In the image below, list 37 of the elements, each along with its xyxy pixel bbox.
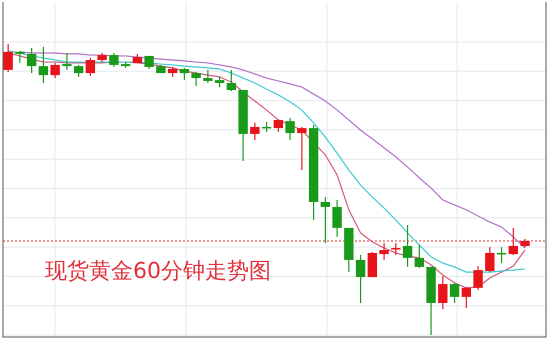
- candlestick: [38, 46, 48, 84]
- candlestick: [379, 242, 389, 261]
- candlestick: [86, 57, 96, 77]
- text: 现货黄金60分钟走势图: [45, 259, 271, 284]
- candlestick: [332, 199, 342, 238]
- candlestick: [297, 126, 307, 171]
- candlestick: [191, 71, 201, 87]
- candlestick: [250, 122, 260, 141]
- candlestick: [15, 50, 25, 64]
- candlestick: [391, 242, 401, 256]
- candlestick: [109, 52, 119, 68]
- candlestick: [414, 244, 424, 269]
- candlestick: [473, 265, 483, 290]
- candlestick: [74, 64, 84, 78]
- candlestick: [508, 227, 518, 256]
- candlestick: [180, 67, 190, 81]
- candlestick: [62, 52, 72, 70]
- candlestick: [438, 275, 448, 310]
- candlestick: [50, 62, 60, 79]
- candlestick: [402, 224, 412, 268]
- candlestick: [132, 53, 142, 64]
- candlestick: [285, 117, 295, 141]
- candlestick: [462, 286, 472, 309]
- candlestick: [214, 76, 224, 88]
- candlestick: [262, 121, 272, 132]
- candlestick: [450, 282, 460, 304]
- candlestick: [26, 47, 36, 74]
- candlestick: [97, 52, 107, 63]
- candlestick: [496, 246, 506, 264]
- candlestick: [144, 55, 154, 70]
- candlestick: [320, 196, 330, 244]
- candlestick: [356, 254, 366, 304]
- candlestick: [485, 246, 495, 273]
- candlestick: [3, 43, 13, 73]
- candlestick: [168, 66, 178, 78]
- candlestick: [203, 69, 213, 84]
- candlestick: [226, 69, 236, 92]
